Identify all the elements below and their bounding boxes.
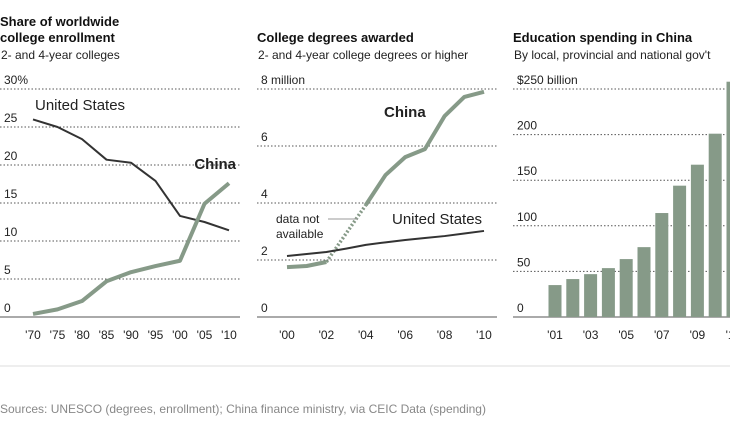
chart-subtitle: 2- and 4-year college degrees or higher	[258, 48, 468, 62]
source: Sources: UNESCO (degrees, enrollment); C…	[0, 402, 486, 416]
chart-title: Education spending in China	[513, 30, 693, 45]
chart-title: College degrees awarded	[257, 30, 414, 45]
bar	[708, 133, 722, 317]
x-tick-label: '09	[690, 328, 706, 342]
bar	[584, 274, 598, 317]
title-box: College degrees awarded	[257, 30, 414, 45]
x-tick-label: '06	[397, 328, 413, 342]
x-tick-label: '04	[358, 328, 374, 342]
y-tick-label: 2	[261, 244, 268, 258]
x-tick-label: '75	[50, 328, 66, 342]
x-tick-label: '01	[547, 328, 563, 342]
data-line	[286, 229, 485, 258]
bar	[619, 259, 633, 317]
x-tick-label: '00	[172, 328, 188, 342]
x-tick-label: '70	[25, 328, 41, 342]
x-tick-label: '00	[279, 328, 295, 342]
gap-bridge	[324, 203, 368, 263]
y-tick-label: 5	[4, 263, 11, 277]
x-tick-label: '08	[437, 328, 453, 342]
bar	[548, 285, 562, 317]
x-tick-label: '90	[123, 328, 139, 342]
x-tick-label: '95	[148, 328, 164, 342]
bar	[637, 247, 651, 317]
title-box: Share of worldwide college enrollment	[0, 14, 120, 45]
chart-subtitle: By local, provincial and national gov't	[514, 48, 711, 62]
bar	[673, 185, 687, 317]
x-tick-label: '10	[476, 328, 492, 342]
y-tick-label: 0	[261, 301, 268, 315]
y-tick-label: 0	[517, 301, 524, 315]
y-tick-label: 4	[261, 187, 268, 201]
x-tick-label: '02	[319, 328, 335, 342]
data-line	[286, 89, 485, 270]
series-label: China	[384, 104, 426, 121]
bar	[601, 268, 615, 317]
y-tick-label: 8 million	[261, 73, 305, 87]
annotation: data not	[276, 212, 320, 226]
x-tick-label: '10	[221, 328, 237, 342]
bar	[690, 164, 704, 317]
x-tick-label: '05	[618, 328, 634, 342]
y-tick-label: 25	[4, 111, 18, 125]
y-tick-label: 150	[517, 164, 537, 178]
y-tick-label: 6	[261, 130, 268, 144]
data-line	[32, 181, 231, 316]
y-tick-label: 100	[517, 210, 537, 224]
y-tick-label: $250 billion	[517, 73, 578, 87]
bar	[726, 81, 730, 317]
series-label: United States	[392, 211, 482, 228]
x-tick-label: '05	[197, 328, 213, 342]
bar	[655, 213, 669, 317]
y-tick-label: 20	[4, 149, 18, 163]
x-tick-label: '07	[654, 328, 670, 342]
bar	[566, 279, 580, 317]
x-tick-label: '03	[583, 328, 599, 342]
annotation: available	[276, 227, 324, 241]
chart-subtitle: 2- and 4-year colleges	[1, 48, 120, 62]
y-tick-label: 30%	[4, 73, 28, 87]
y-tick-label: 0	[4, 301, 11, 315]
x-tick-label: '85	[99, 328, 115, 342]
series-label: China	[194, 156, 236, 173]
x-tick-label: '11	[726, 328, 730, 342]
chart-title: Share of worldwide college enrollment	[0, 14, 120, 45]
y-tick-label: 10	[4, 225, 18, 239]
series-label: United States	[35, 97, 125, 114]
title-box: Education spending in China	[513, 30, 693, 45]
y-tick-label: 200	[517, 119, 537, 133]
x-tick-label: '80	[74, 328, 90, 342]
y-tick-label: 50	[517, 255, 531, 269]
y-tick-label: 15	[4, 187, 18, 201]
